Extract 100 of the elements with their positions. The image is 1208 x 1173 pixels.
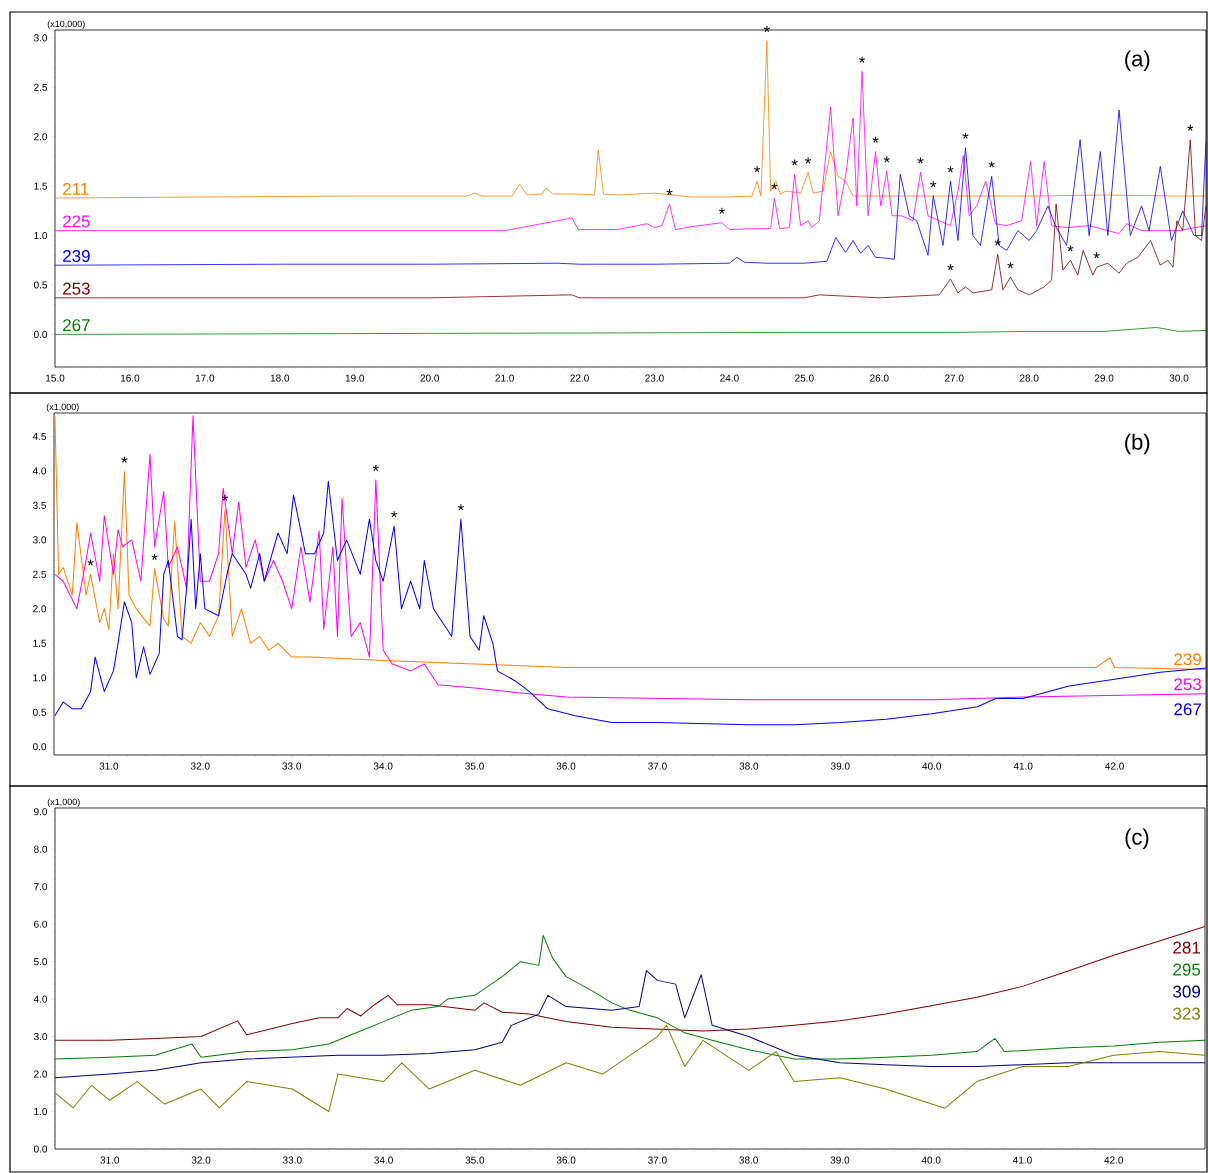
- x-tick-label: 32.0: [190, 762, 210, 770]
- x-tick-label: 18.0: [270, 374, 290, 382]
- line-series: [54, 480, 1207, 726]
- series-label: 225: [63, 215, 90, 228]
- text: 309: [1173, 985, 1201, 998]
- x-tick-label: 34.0: [373, 762, 393, 770]
- x-tick-label: 36.0: [556, 1156, 576, 1164]
- x-tick-label: 30.0: [1169, 374, 1189, 382]
- annotation: *: [947, 166, 954, 173]
- y-tick-label: 0.5: [33, 281, 48, 289]
- y-tick-label: 4.0: [32, 467, 47, 475]
- annotation: (b): [1125, 433, 1150, 455]
- annotation: *: [121, 456, 128, 463]
- annotation: *: [666, 189, 673, 196]
- x-tick-label: 27.0: [944, 374, 964, 382]
- series-label: 267: [1174, 703, 1201, 716]
- annotation: *: [1067, 245, 1074, 252]
- y-tick-label: 3.5: [32, 501, 47, 509]
- x-tick-label: 24.0: [720, 374, 739, 382]
- x-tick-label: 34.0: [374, 1156, 393, 1164]
- y-tick-label: 1.5: [34, 182, 48, 190]
- x-tick-label: 16.0: [120, 374, 140, 382]
- x-tick-label: 22.0: [570, 374, 589, 382]
- annotation: *: [1007, 262, 1014, 269]
- x-tick-label: 35.0: [465, 1156, 485, 1164]
- annotation: *: [391, 511, 398, 518]
- y-axis-title: (x10,000): [47, 20, 85, 29]
- y-tick-label: 1.0: [34, 232, 48, 240]
- x-tick-label: 25.0: [795, 374, 814, 382]
- x-tick-label: 21.0: [495, 374, 514, 382]
- x-tick-label: 37.0: [648, 762, 667, 770]
- annotation: *: [1093, 252, 1100, 259]
- annotation: *: [754, 166, 761, 173]
- x-tick-label: 42.0: [1105, 762, 1124, 770]
- y-tick-label: 4.5: [32, 432, 47, 440]
- series-label: 267: [63, 319, 90, 332]
- annotation: *: [859, 56, 866, 63]
- y-tick-label: 0.0: [33, 1145, 48, 1153]
- x-tick-label: 42.0: [1104, 1156, 1124, 1164]
- y-tick-label: 8.0: [34, 845, 48, 853]
- y-tick-label: 3.0: [32, 536, 47, 544]
- y-axis-title: (x1,000): [46, 403, 79, 412]
- x-tick-label: 28.0: [1019, 374, 1039, 382]
- x-tick-label: 40.0: [921, 1156, 941, 1164]
- annotation: *: [457, 504, 464, 511]
- series-label: 239: [63, 249, 90, 263]
- annotation: *: [151, 553, 158, 560]
- x-tick-label: 41.0: [1012, 1156, 1032, 1164]
- annotation: *: [917, 157, 924, 164]
- annotation: *: [962, 132, 969, 139]
- x-tick-label: 41.0: [1013, 762, 1033, 770]
- y-tick-label: 0.5: [32, 708, 47, 716]
- line-series: [54, 109, 1207, 266]
- annotation: *: [805, 157, 812, 164]
- x-tick-label: 33.0: [282, 1156, 302, 1164]
- annotation: *: [988, 161, 995, 168]
- annotation: *: [872, 136, 879, 143]
- y-axis-title: (x1,000): [47, 798, 80, 807]
- annotation: (c): [1125, 828, 1149, 850]
- annotation: *: [372, 465, 379, 472]
- y-tick-label: 6.0: [34, 920, 48, 928]
- x-tick-label: 23.0: [645, 374, 664, 382]
- x-tick-label: 39.0: [830, 1156, 850, 1164]
- y-tick-label: 2.5: [33, 570, 47, 578]
- line-series: [54, 934, 1206, 1060]
- x-tick-label: 26.0: [870, 374, 889, 382]
- annotation: *: [718, 207, 725, 214]
- series-label: 253: [63, 282, 90, 295]
- x-tick-label: 35.0: [465, 762, 484, 770]
- y-tick-label: 9.0: [34, 808, 48, 816]
- x-tick-label: 32.0: [191, 1156, 211, 1164]
- text: 295: [1173, 963, 1201, 976]
- annotation: *: [87, 559, 94, 566]
- annotation: *: [883, 156, 890, 163]
- x-tick-label: 40.0: [922, 762, 942, 770]
- y-tick-label: 0.0: [33, 330, 48, 338]
- x-tick-label: 38.0: [739, 1156, 759, 1164]
- y-tick-label: 0.0: [32, 743, 47, 751]
- series-label: 239: [1174, 653, 1202, 666]
- y-tick-label: 2.0: [33, 605, 47, 613]
- annotation: *: [1187, 124, 1194, 131]
- annotation: *: [930, 181, 937, 188]
- x-tick-label: 29.0: [1094, 374, 1114, 382]
- y-tick-label: 1.0: [33, 674, 47, 682]
- x-tick-label: 38.0: [739, 762, 759, 770]
- x-tick-label: 15.0: [46, 374, 65, 382]
- y-tick-label: 2.5: [34, 83, 48, 91]
- annotation: *: [994, 239, 1001, 246]
- y-tick-label: 1.5: [33, 639, 47, 647]
- y-tick-label: 4.0: [33, 995, 48, 1003]
- series-label: 253: [1174, 678, 1202, 691]
- x-tick-label: 19.0: [345, 374, 365, 382]
- x-tick-label: 39.0: [830, 762, 850, 770]
- x-tick-label: 17.0: [195, 374, 215, 382]
- y-tick-label: 1.0: [34, 1107, 48, 1116]
- series-label: 281: [1173, 941, 1200, 954]
- line-series: [54, 1024, 1206, 1113]
- annotation: *: [947, 264, 954, 271]
- annotation: (a): [1125, 50, 1150, 71]
- y-tick-label: 2.0: [34, 133, 48, 141]
